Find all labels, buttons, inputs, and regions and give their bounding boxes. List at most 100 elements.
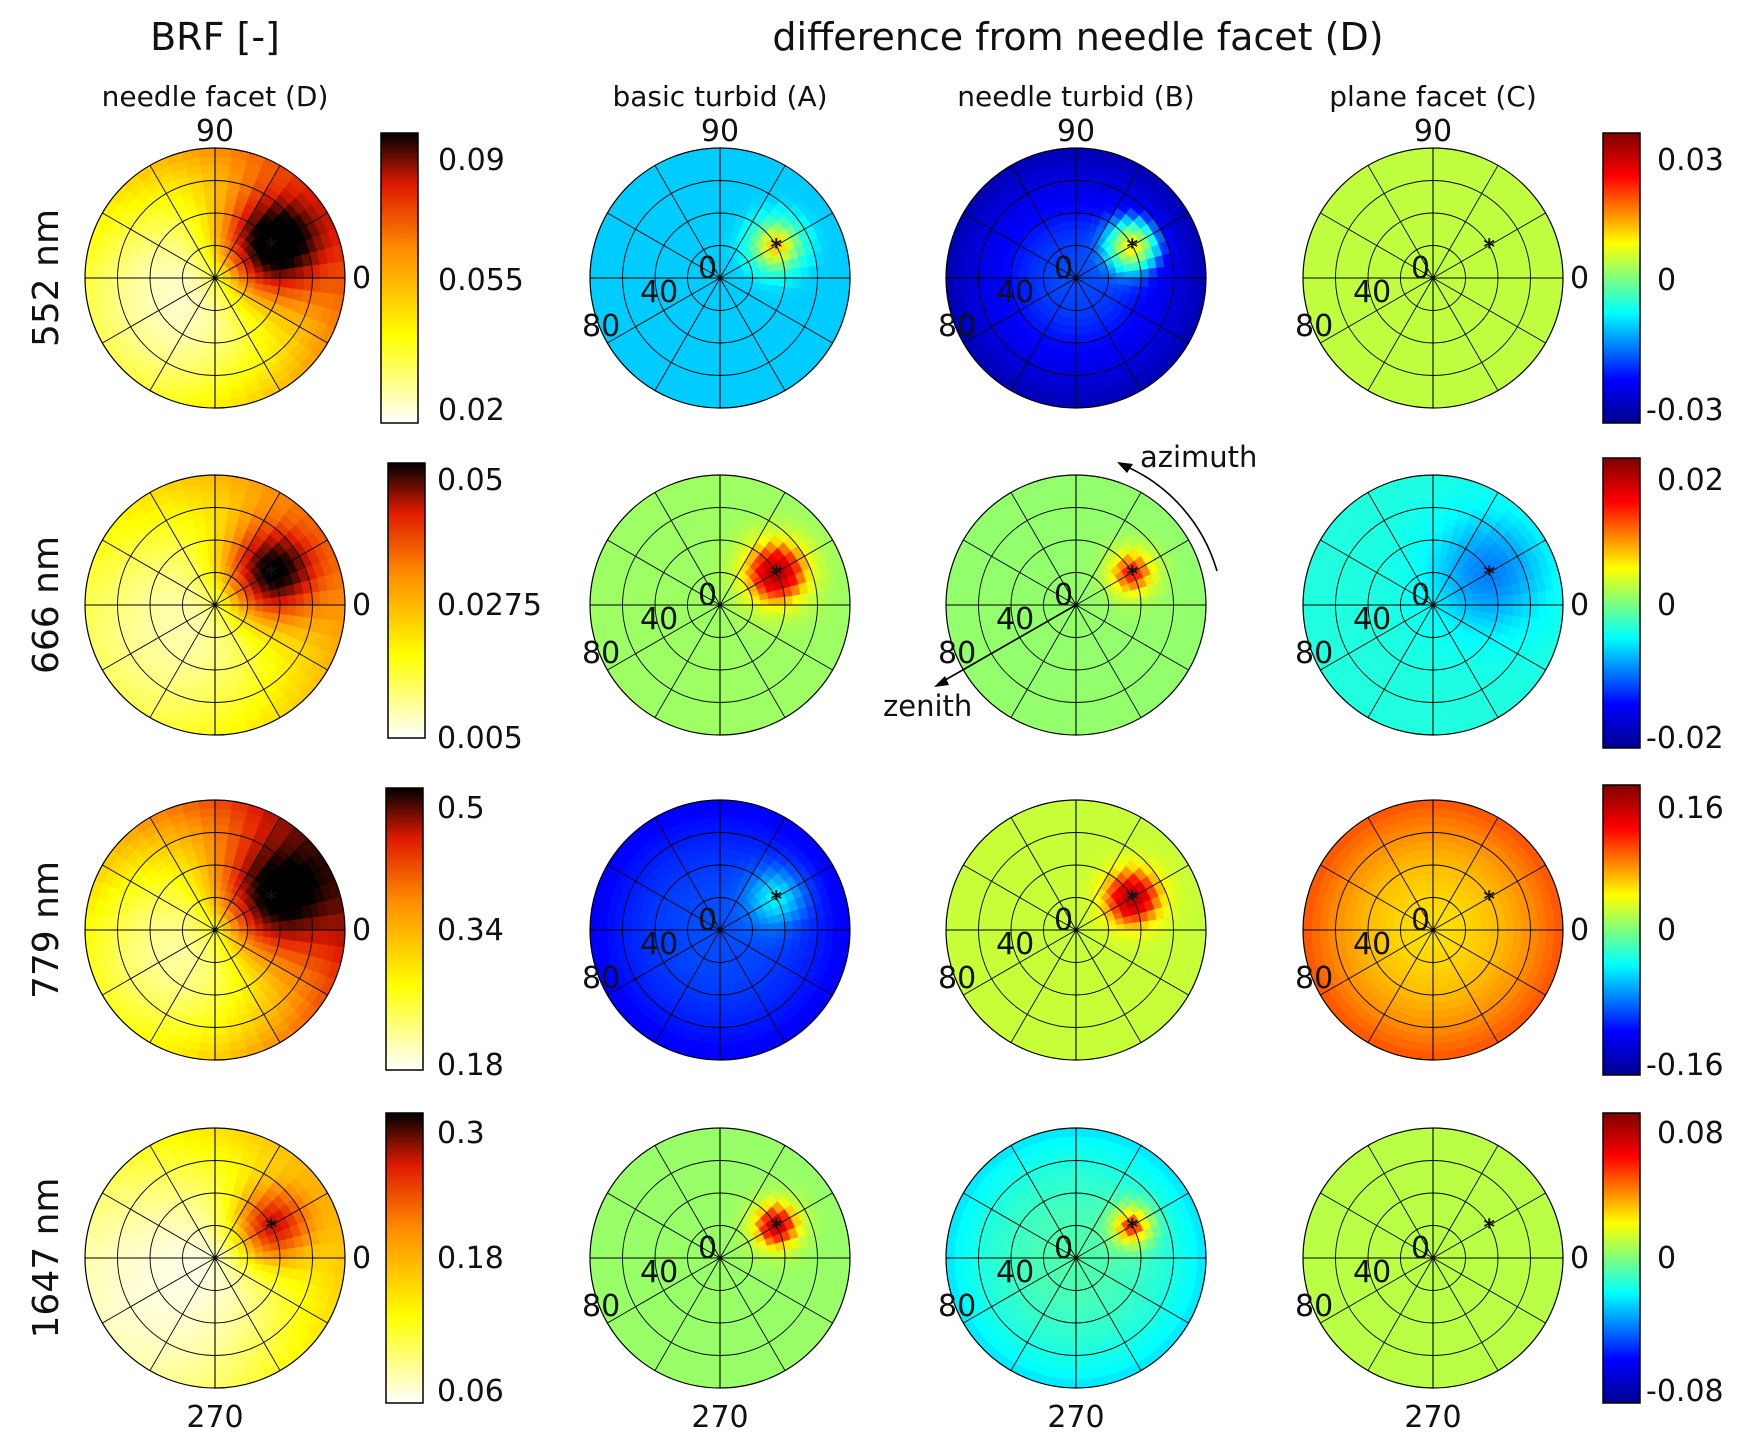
heatmap-cell (214, 358, 228, 368)
heatmap-cell (214, 490, 231, 501)
heatmap-cell (614, 263, 624, 279)
heatmap-cell (205, 531, 216, 541)
heatmap-cell (605, 277, 616, 294)
heatmap-cell (1425, 326, 1434, 336)
heatmap-cell (622, 591, 632, 606)
heatmap-cell (832, 588, 843, 606)
heatmap-cell (214, 172, 230, 182)
heatmap-cell (1432, 196, 1444, 206)
zenith-40-label: 40 (1353, 275, 1391, 310)
heatmap-cell (1505, 277, 1515, 289)
heatmap-cell (719, 220, 728, 230)
heatmap-cell (214, 515, 228, 525)
heatmap-cell (1069, 317, 1077, 328)
heatmap-cell (808, 591, 818, 606)
heatmap-cell (719, 547, 728, 557)
heatmap-cell (287, 594, 297, 606)
heatmap-cell (719, 523, 731, 533)
heatmap-cell (204, 677, 216, 687)
heatmap-cell (214, 382, 231, 393)
heatmap-cell (206, 212, 216, 222)
heatmap-cell (214, 572, 220, 582)
heatmap-cell (1432, 358, 1446, 368)
heatmap-cell (1489, 277, 1499, 287)
heatmap-cell (199, 490, 216, 501)
heatmap-cell (711, 661, 721, 671)
heatmap-cell (214, 701, 230, 711)
heatmap-cell (605, 604, 616, 621)
heatmap-cell (704, 490, 721, 501)
heatmap-cell (1424, 334, 1434, 344)
polar-plot-552-basic-turbid: * 0 40 80 (582, 147, 851, 409)
heatmap-cell (597, 604, 608, 622)
heatmap-cell (784, 277, 794, 288)
heatmap-cell (719, 245, 725, 255)
heatmap-cell (1075, 172, 1091, 182)
heatmap-cell (271, 277, 281, 287)
heatmap-cell (263, 277, 273, 286)
heatmap-cell (1432, 155, 1450, 166)
hotspot-marker: * (771, 236, 783, 261)
zenith-40-label: 40 (996, 275, 1034, 310)
heatmap-cell (1513, 277, 1523, 291)
heatmap-cell (1180, 262, 1191, 279)
heatmap-cell (703, 717, 721, 728)
heatmap-cell (92, 604, 103, 622)
heatmap-cell (207, 653, 216, 663)
heatmap-cell (141, 604, 151, 615)
heatmap-cell (319, 262, 330, 279)
zenith-80-label: 80 (582, 636, 620, 671)
heatmap-cell (816, 263, 826, 279)
heatmap-cell (205, 342, 216, 352)
heatmap-cell (174, 272, 184, 279)
heatmap-cell (214, 539, 224, 549)
heatmap-cell (1115, 277, 1126, 285)
heatmap-cell (1424, 212, 1434, 222)
heatmap-cell (1432, 366, 1447, 376)
heatmap-cell (715, 301, 721, 311)
heatmap-cell (719, 685, 733, 695)
heatmap-cell (1432, 204, 1443, 214)
heatmap-cell (961, 262, 972, 279)
heatmap-cell (1400, 273, 1410, 279)
heatmap-cell (1075, 358, 1089, 368)
heatmap-cell (210, 628, 216, 638)
heatmap-cell (1156, 277, 1166, 291)
heatmap-cell (201, 180, 216, 190)
heatmap-cell (707, 358, 721, 368)
heatmap-cell (792, 604, 802, 616)
heatmap-cell (92, 588, 103, 606)
heatmap-cell (719, 188, 733, 198)
heatmap-cell (1107, 277, 1117, 284)
heatmap-cell (1075, 212, 1085, 222)
heatmap-cell (1432, 342, 1443, 352)
heatmap-cell (1070, 309, 1077, 319)
heatmap-cell (1432, 188, 1446, 198)
heatmap-cell (1071, 301, 1077, 311)
heatmap-cell (1432, 390, 1450, 401)
heatmap-cell (1075, 180, 1090, 190)
heatmap-cell (687, 273, 697, 279)
heatmap-cell (1318, 277, 1329, 294)
heatmap-cell (816, 590, 826, 606)
heatmap-cell (1075, 163, 1092, 174)
heatmap-cell (214, 245, 220, 255)
heatmap-cell (719, 163, 736, 174)
heatmap-cell (1070, 636, 1077, 646)
heatmap-cell (715, 628, 721, 638)
heatmap-cell (214, 163, 231, 174)
heatmap-cell (1318, 262, 1329, 279)
heatmap-cell (1432, 220, 1441, 230)
heatmap-cell (953, 261, 964, 279)
heatmap-cell (254, 604, 265, 612)
heatmap-cell (784, 595, 794, 606)
heatmap-cell (214, 499, 230, 509)
heatmap-cell (125, 592, 135, 606)
heatmap-cell (117, 277, 127, 292)
heatmap-cell (117, 604, 127, 619)
azimuth-90-label-col3: 90 (1057, 114, 1095, 149)
heatmap-cell (824, 262, 835, 279)
zenith-80-label: 80 (1295, 309, 1333, 344)
heatmap-cell (295, 604, 305, 618)
heatmap-cell (133, 594, 143, 606)
